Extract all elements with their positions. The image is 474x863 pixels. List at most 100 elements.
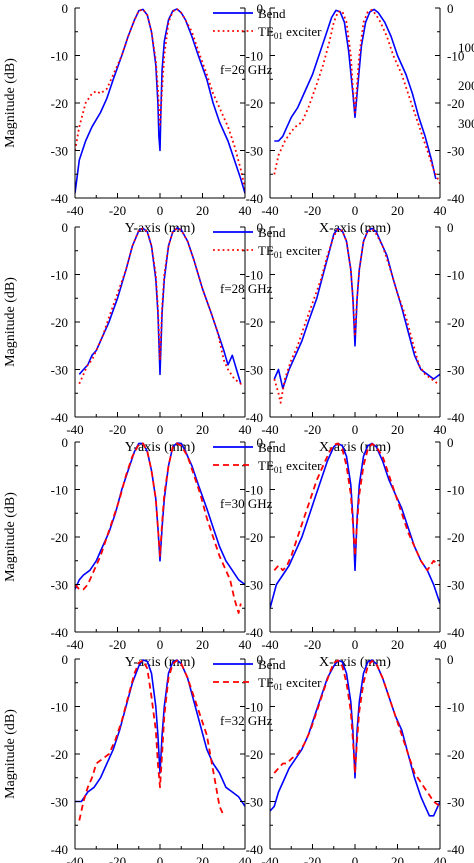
y-axis-title: Magnitude (dB) [3, 277, 18, 367]
y-axis-title: Magnitude (dB) [3, 58, 18, 148]
frequency-label: f=26 GHz [220, 62, 273, 77]
series-line-te01-exciter [75, 442, 242, 614]
x-tick-label: -40 [66, 422, 83, 437]
x-axis-title: Y-axis (mm) [125, 221, 196, 236]
panel-6: 0-10-20-30-40-40 -20 0 20 40X-axis (mm)0-10-… [246, 435, 465, 670]
series-line-te01-exciter [78, 659, 225, 821]
y-tick-label: -10 [246, 700, 263, 715]
x-axis-title: X-axis (mm) [319, 655, 391, 670]
series-line-bend [78, 227, 242, 385]
right-y-tick-label: -20 [447, 315, 464, 330]
y-tick-label: -10 [51, 268, 68, 283]
legend-label-te01-exciter: TE01 exciter [258, 243, 322, 260]
x-tick-label: 20 [391, 637, 404, 652]
panel-1: 0-10-20-30-40-40 -20 0 20 40Y-axis (mm)f=26 … [3, 1, 322, 236]
right-y-tick-label: 0 [447, 435, 454, 450]
series-line-te01-exciter [273, 659, 440, 808]
x-axis-title: Y-axis (mm) [125, 655, 196, 670]
x-tick-label: 20 [196, 422, 209, 437]
legend-label-bend: Bend [258, 225, 286, 240]
y-tick-label: -10 [246, 483, 263, 498]
legend-label-te01-exciter: TE01 exciter [258, 458, 322, 475]
right-y-tick-label: -40 [447, 842, 464, 857]
right-y-tick-label: -20 [447, 747, 464, 762]
series-line-bend [75, 8, 245, 194]
x-tick-label: 20 [391, 203, 404, 218]
y-tick-label: -40 [51, 191, 68, 206]
series-line-bend [273, 227, 440, 390]
frequency-label: f=32 GHz [220, 713, 273, 728]
y-tick-label: -20 [246, 747, 263, 762]
y-tick-label: -40 [51, 842, 68, 857]
legend: Bend TE01 exciter [213, 657, 322, 692]
legend: Bend TE01 exciter [213, 225, 322, 260]
y-tick-label: -30 [51, 578, 68, 593]
x-tick-label: 0 [352, 637, 359, 652]
x-tick-label: 0 [352, 422, 359, 437]
y-tick-label: -10 [246, 268, 263, 283]
y-tick-label: -40 [246, 191, 263, 206]
x-tick-label: 20 [196, 854, 209, 863]
x-tick-label: 0 [157, 422, 164, 437]
y-tick-label: -20 [246, 315, 263, 330]
x-tick-label: 0 [352, 203, 359, 218]
y-tick-label: -20 [51, 96, 68, 111]
x-tick-label: -20 [304, 637, 321, 652]
x-tick-label: 40 [239, 203, 252, 218]
x-tick-label: 0 [157, 854, 164, 863]
y-tick-label: 0 [62, 652, 69, 667]
x-tick-label: -20 [304, 203, 321, 218]
panel-5: 0-10-20-30-40-40 -20 0 20 40Y-axis (mm)f=30 … [3, 435, 322, 670]
panel-3: 0-10-20-30-40-40 -20 0 20 40Y-axis (mm)f=28 … [3, 220, 322, 455]
y-tick-label: 0 [62, 220, 69, 235]
legend-te-subscript: 01 [274, 465, 283, 475]
y-tick-label: 0 [257, 1, 264, 16]
right-axis-clipped-label: 100 [458, 40, 474, 55]
y-tick-label: -30 [246, 795, 263, 810]
y-tick-label: -30 [246, 144, 263, 159]
right-y-tick-label: -10 [447, 268, 464, 283]
x-tick-label: -40 [261, 854, 278, 863]
x-tick-label: -40 [66, 854, 83, 863]
y-tick-label: -40 [51, 625, 68, 640]
legend-te-subscript: 01 [274, 31, 283, 41]
x-tick-label: 40 [434, 637, 447, 652]
right-y-tick-label: -40 [447, 191, 464, 206]
y-axis-title: Magnitude (dB) [3, 492, 18, 582]
legend-te-subscript: 01 [274, 682, 283, 692]
x-tick-label: -40 [261, 637, 278, 652]
y-tick-label: -40 [51, 410, 68, 425]
legend-label-te01-exciter: TE01 exciter [258, 24, 322, 41]
x-tick-label: 40 [434, 854, 447, 863]
right-y-tick-label: -40 [447, 625, 464, 640]
y-tick-label: 0 [257, 435, 264, 450]
right-y-tick-label: -30 [447, 795, 464, 810]
right-y-tick-label: -40 [447, 410, 464, 425]
series-line-te01-exciter [273, 442, 440, 572]
y-tick-label: -30 [51, 795, 68, 810]
series-line-bend [270, 659, 440, 817]
right-axis-clipped-label: 300 [458, 116, 474, 131]
x-tick-label: 0 [157, 203, 164, 218]
y-tick-label: -30 [51, 144, 68, 159]
right-y-tick-label: -10 [447, 49, 464, 64]
y-tick-label: 0 [257, 652, 264, 667]
y-tick-label: -10 [51, 49, 68, 64]
frequency-label: f=28 GHz [220, 281, 273, 296]
right-y-tick-label: -10 [447, 700, 464, 715]
x-tick-label: 20 [196, 637, 209, 652]
right-axis-clipped-label: 200 [458, 78, 474, 93]
y-tick-label: -30 [246, 363, 263, 378]
right-y-tick-label: -20 [447, 96, 464, 111]
legend: Bend TE01 exciter [213, 6, 322, 41]
x-tick-label: -40 [66, 203, 83, 218]
legend-label-bend: Bend [258, 657, 286, 672]
right-y-tick-label: -20 [447, 530, 464, 545]
right-y-tick-label: -30 [447, 363, 464, 378]
x-tick-label: -40 [261, 422, 278, 437]
x-tick-label: -20 [109, 854, 126, 863]
series-line-te01-exciter [273, 227, 439, 404]
